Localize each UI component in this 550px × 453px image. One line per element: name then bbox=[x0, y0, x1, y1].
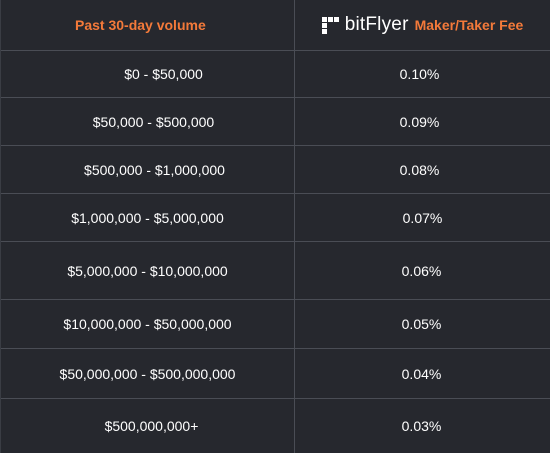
header-fee-cell: bitFlyer Maker/Taker Fee bbox=[295, 0, 550, 50]
fee-cell: 0.08% bbox=[295, 146, 550, 193]
header-fee-wrap: bitFlyer Maker/Taker Fee bbox=[321, 14, 524, 36]
fee-value: 0.07% bbox=[402, 209, 443, 226]
bitflyer-logo-icon bbox=[321, 16, 339, 34]
volume-value: $0 - $50,000 bbox=[124, 66, 203, 82]
brand-name: bitFlyer bbox=[344, 14, 409, 35]
volume-cell: $50,000 - $500,000 bbox=[1, 98, 295, 145]
table-row: $1,000,000 - $5,000,000 0.07% bbox=[1, 194, 550, 242]
table-row: $10,000,000 - $50,000,000 0.05% bbox=[1, 300, 550, 349]
fee-cell: 0.04% bbox=[295, 349, 550, 398]
fee-value: 0.06% bbox=[401, 262, 442, 279]
fee-cell: 0.10% bbox=[295, 51, 550, 97]
volume-value: $50,000,000 - $500,000,000 bbox=[59, 365, 236, 382]
volume-value: $500,000 - $1,000,000 bbox=[84, 161, 225, 178]
volume-value: $500,000,000+ bbox=[104, 418, 199, 434]
table-row: $5,000,000 - $10,000,000 0.06% bbox=[1, 242, 550, 300]
fee-cell: 0.03% bbox=[295, 399, 550, 453]
fee-cell: 0.07% bbox=[295, 194, 550, 241]
table-header: Past 30-day volume bitFlyer Maker/Taker … bbox=[1, 0, 550, 51]
volume-value: $10,000,000 - $50,000,000 bbox=[63, 316, 232, 332]
fee-value: 0.03% bbox=[401, 418, 442, 434]
fee-value: 0.05% bbox=[401, 316, 442, 332]
volume-cell: $5,000,000 - $10,000,000 bbox=[1, 242, 295, 299]
table-row: $50,000,000 - $500,000,000 0.04% bbox=[1, 349, 550, 399]
fee-cell: 0.06% bbox=[295, 242, 550, 299]
table-row: $50,000 - $500,000 0.09% bbox=[1, 98, 550, 146]
volume-value: $5,000,000 - $10,000,000 bbox=[67, 262, 228, 279]
volume-cell: $50,000,000 - $500,000,000 bbox=[1, 349, 295, 398]
volume-cell: $10,000,000 - $50,000,000 bbox=[1, 300, 295, 348]
volume-value: $1,000,000 - $5,000,000 bbox=[71, 209, 224, 226]
volume-value: $50,000 - $500,000 bbox=[92, 113, 215, 130]
volume-cell: $0 - $50,000 bbox=[1, 51, 295, 97]
header-fee-label: Maker/Taker Fee bbox=[414, 17, 524, 33]
fee-cell: 0.05% bbox=[295, 300, 550, 348]
fee-value: 0.09% bbox=[399, 113, 440, 130]
volume-cell: $1,000,000 - $5,000,000 bbox=[1, 194, 295, 241]
fee-value: 0.08% bbox=[399, 161, 440, 178]
header-volume-label: Past 30-day volume bbox=[75, 17, 206, 33]
table-row: $0 - $50,000 0.10% bbox=[1, 51, 550, 98]
table-row: $500,000,000+ 0.03% bbox=[1, 399, 550, 453]
volume-cell: $500,000,000+ bbox=[1, 399, 295, 453]
fee-value: 0.04% bbox=[401, 365, 442, 382]
fee-cell: 0.09% bbox=[295, 98, 550, 145]
table-row: $500,000 - $1,000,000 0.08% bbox=[1, 146, 550, 194]
header-volume-cell: Past 30-day volume bbox=[1, 0, 295, 50]
volume-cell: $500,000 - $1,000,000 bbox=[1, 146, 295, 193]
fee-value: 0.10% bbox=[399, 66, 440, 82]
